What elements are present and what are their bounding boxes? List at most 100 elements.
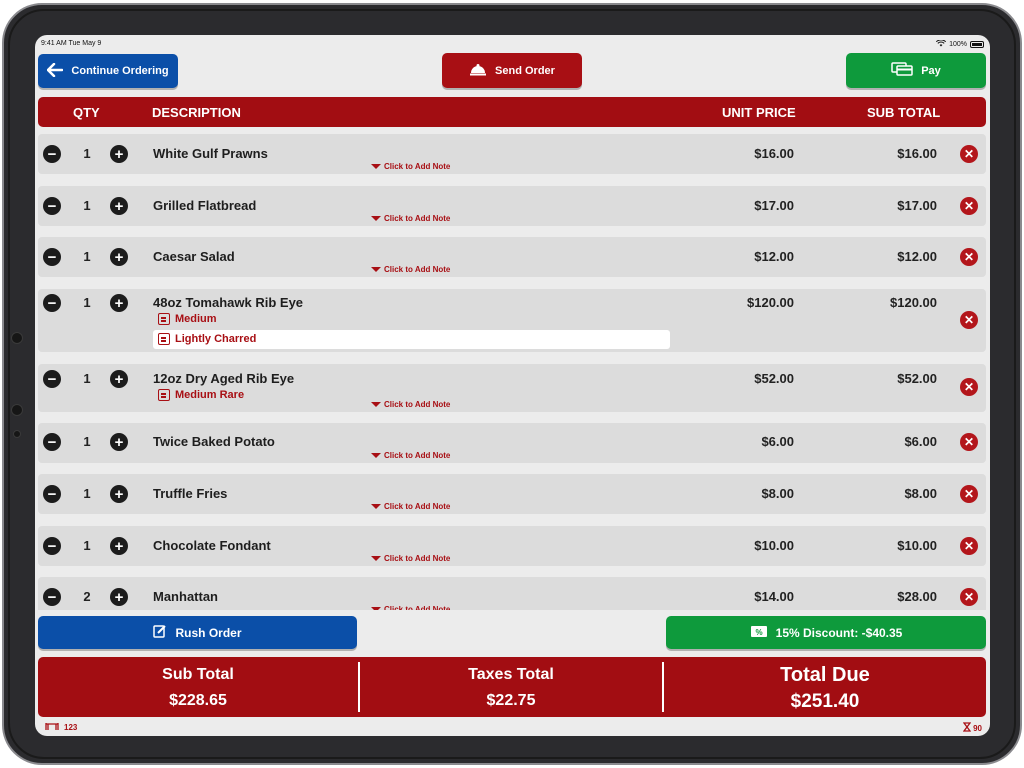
- add-note-button[interactable]: Click to Add Note: [371, 214, 450, 223]
- item-description: Grilled Flatbread: [153, 198, 257, 213]
- remove-item-button[interactable]: ✕: [960, 378, 978, 396]
- add-note-label: Click to Add Note: [384, 451, 451, 460]
- decrease-qty-button[interactable]: −: [43, 248, 61, 266]
- increase-qty-button[interactable]: +: [110, 197, 128, 215]
- remove-item-button[interactable]: ✕: [960, 145, 978, 163]
- modifier-icon: [158, 389, 170, 401]
- caret-down-icon: [371, 556, 381, 561]
- sensor-dot: [11, 404, 23, 416]
- caret-down-icon: [371, 453, 381, 458]
- discount-label: 15% Discount: -$40.35: [775, 625, 903, 640]
- item-sub-total: $16.00: [897, 146, 937, 161]
- sub-total-value: $228.65: [169, 692, 227, 709]
- decrease-qty-button[interactable]: −: [43, 588, 61, 606]
- item-qty: 2: [83, 589, 91, 604]
- add-note-button[interactable]: Click to Add Note: [371, 451, 450, 460]
- order-row[interactable]: − 1 + Truffle Fries Click to Add Note $8…: [38, 474, 986, 514]
- rush-order-button[interactable]: Rush Order: [38, 616, 357, 649]
- modifier-label: Medium: [175, 313, 217, 325]
- remove-item-button[interactable]: ✕: [960, 588, 978, 606]
- header-unit-price: UNIT PRICE: [722, 105, 796, 120]
- header-qty: QTY: [73, 105, 100, 120]
- increase-qty-button[interactable]: +: [110, 370, 128, 388]
- item-sub-total: $8.00: [904, 486, 937, 501]
- remove-item-button[interactable]: ✕: [960, 248, 978, 266]
- discount-button[interactable]: % 15% Discount: -$40.35: [666, 616, 986, 649]
- total-due-box: Total Due $251.40: [664, 657, 986, 717]
- order-table-header: QTY DESCRIPTION UNIT PRICE SUB TOTAL: [38, 97, 986, 127]
- remove-item-button[interactable]: ✕: [960, 311, 978, 329]
- order-row[interactable]: − 1 + Chocolate Fondant Click to Add Not…: [38, 526, 986, 566]
- increase-qty-button[interactable]: +: [110, 588, 128, 606]
- taxes-total-box: Taxes Total $22.75: [360, 657, 662, 717]
- increase-qty-button[interactable]: +: [110, 433, 128, 451]
- order-row[interactable]: − 1 + 48oz Tomahawk Rib Eye Medium Light…: [38, 289, 986, 352]
- taxes-total-value: $22.75: [486, 692, 536, 709]
- battery-icon: [970, 41, 984, 48]
- remove-item-button[interactable]: ✕: [960, 197, 978, 215]
- caret-down-icon: [371, 402, 381, 407]
- item-sub-total: $28.00: [897, 589, 937, 604]
- decrease-qty-button[interactable]: −: [43, 433, 61, 451]
- decrease-qty-button[interactable]: −: [43, 145, 61, 163]
- add-note-button[interactable]: Click to Add Note: [371, 605, 450, 610]
- decrease-qty-button[interactable]: −: [43, 197, 61, 215]
- add-note-button[interactable]: Click to Add Note: [371, 162, 450, 171]
- order-row[interactable]: − 1 + Twice Baked Potato Click to Add No…: [38, 423, 986, 463]
- send-order-label: Send Order: [495, 64, 555, 77]
- remove-item-button[interactable]: ✕: [960, 433, 978, 451]
- header-sub-total: SUB TOTAL: [867, 105, 941, 120]
- item-modifier[interactable]: Medium Rare: [158, 389, 244, 401]
- caret-down-icon: [371, 267, 381, 272]
- remove-item-button[interactable]: ✕: [960, 485, 978, 503]
- table-number: 123: [45, 722, 77, 733]
- item-description: 48oz Tomahawk Rib Eye: [153, 295, 304, 310]
- item-note-box[interactable]: Lightly Charred: [153, 330, 670, 349]
- send-order-button[interactable]: Send Order: [442, 53, 582, 88]
- increase-qty-button[interactable]: +: [110, 485, 128, 503]
- decrease-qty-button[interactable]: −: [43, 370, 61, 388]
- item-qty: 1: [83, 538, 91, 553]
- item-unit-price: $14.00: [754, 589, 794, 604]
- order-row[interactable]: − 1 + White Gulf Prawns Click to Add Not…: [38, 134, 986, 174]
- caret-down-icon: [371, 504, 381, 509]
- item-description: Truffle Fries: [153, 486, 228, 501]
- remove-item-button[interactable]: ✕: [960, 537, 978, 555]
- order-row[interactable]: − 1 + 12oz Dry Aged Rib Eye Medium Rare …: [38, 364, 986, 412]
- taxes-total-label: Taxes Total: [468, 666, 554, 683]
- decrease-qty-button[interactable]: −: [43, 537, 61, 555]
- item-modifier[interactable]: Medium: [158, 313, 217, 325]
- item-description: Caesar Salad: [153, 249, 235, 264]
- order-row[interactable]: − 1 + Caesar Salad Click to Add Note $12…: [38, 237, 986, 277]
- totals-panel: Sub Total $228.65 Taxes Total $22.75 Tot…: [38, 657, 986, 717]
- item-description: 12oz Dry Aged Rib Eye: [153, 371, 295, 386]
- decrease-qty-button[interactable]: −: [43, 294, 61, 312]
- add-note-label: Click to Add Note: [384, 554, 451, 563]
- add-note-button[interactable]: Click to Add Note: [371, 554, 450, 563]
- svg-text:%: %: [755, 628, 762, 637]
- increase-qty-button[interactable]: +: [110, 294, 128, 312]
- sensor-dot: [13, 430, 21, 438]
- add-note-button[interactable]: Click to Add Note: [371, 502, 450, 511]
- arrow-left-icon: [47, 62, 64, 80]
- decrease-qty-button[interactable]: −: [43, 485, 61, 503]
- add-note-label: Click to Add Note: [384, 502, 451, 511]
- item-qty: 1: [83, 371, 91, 386]
- increase-qty-button[interactable]: +: [110, 537, 128, 555]
- item-sub-total: $17.00: [897, 198, 937, 213]
- edit-note-icon: [158, 333, 170, 345]
- increase-qty-button[interactable]: +: [110, 145, 128, 163]
- increase-qty-button[interactable]: +: [110, 248, 128, 266]
- pay-button[interactable]: Pay: [846, 53, 986, 88]
- item-qty: 1: [83, 295, 91, 310]
- item-sub-total: $10.00: [897, 538, 937, 553]
- add-note-button[interactable]: Click to Add Note: [371, 400, 450, 409]
- battery-percent: 100%: [949, 41, 967, 48]
- add-note-button[interactable]: Click to Add Note: [371, 265, 450, 274]
- order-row[interactable]: − 1 + Grilled Flatbread Click to Add Not…: [38, 186, 986, 226]
- order-row[interactable]: − 2 + Manhattan Click to Add Note $14.00…: [38, 577, 986, 610]
- item-unit-price: $120.00: [747, 295, 794, 310]
- continue-ordering-button[interactable]: Continue Ordering: [38, 54, 178, 88]
- card-icon: [891, 62, 913, 79]
- add-note-label: Click to Add Note: [384, 400, 451, 409]
